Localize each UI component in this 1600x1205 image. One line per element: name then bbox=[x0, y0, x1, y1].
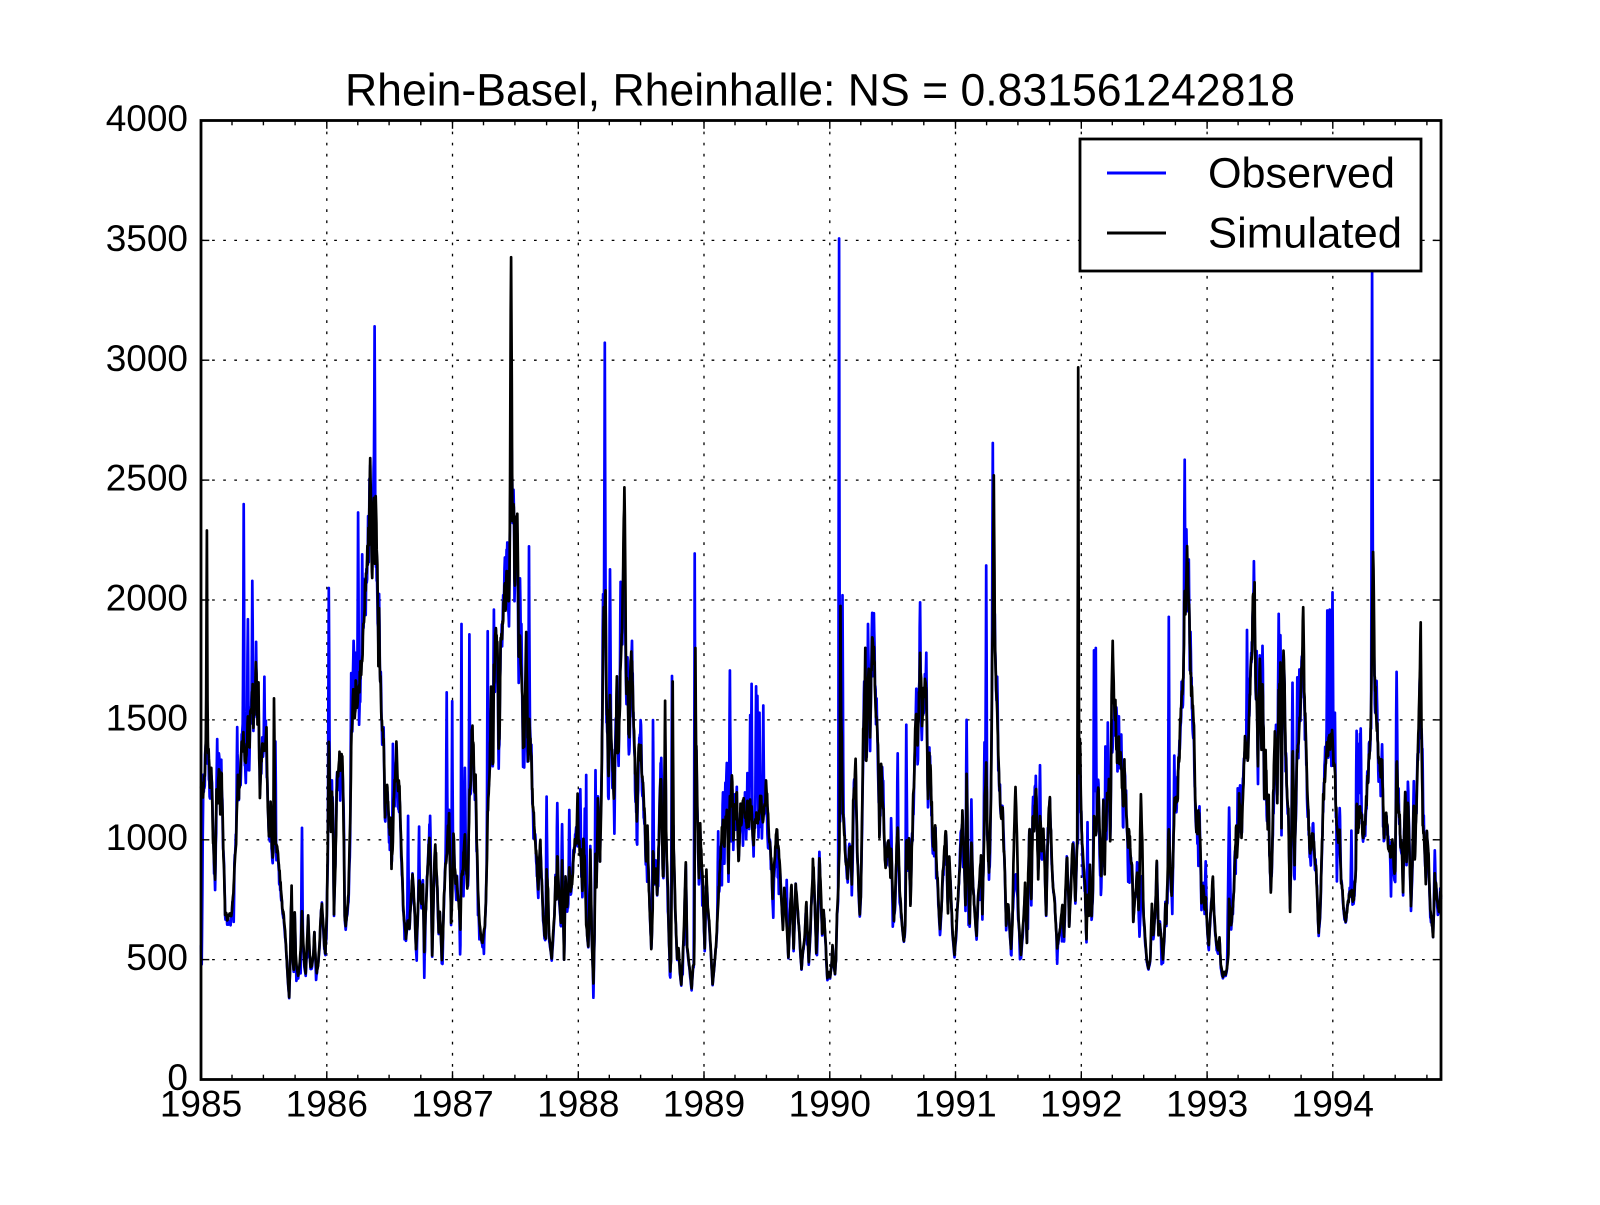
svg-text:Simulated: Simulated bbox=[1208, 210, 1402, 258]
svg-text:1988: 1988 bbox=[537, 1084, 619, 1125]
svg-text:1989: 1989 bbox=[663, 1084, 745, 1125]
svg-text:500: 500 bbox=[126, 937, 188, 978]
svg-text:1000: 1000 bbox=[106, 817, 188, 858]
svg-text:1500: 1500 bbox=[106, 697, 188, 738]
svg-text:2000: 2000 bbox=[106, 578, 188, 619]
svg-text:1991: 1991 bbox=[914, 1084, 996, 1125]
svg-text:3500: 3500 bbox=[106, 218, 188, 259]
svg-text:1992: 1992 bbox=[1040, 1084, 1122, 1125]
svg-text:2500: 2500 bbox=[106, 458, 188, 499]
svg-text:4000: 4000 bbox=[106, 98, 188, 139]
svg-text:1985: 1985 bbox=[160, 1084, 242, 1125]
svg-text:3000: 3000 bbox=[106, 338, 188, 379]
svg-text:1986: 1986 bbox=[286, 1084, 368, 1125]
svg-text:1987: 1987 bbox=[411, 1084, 493, 1125]
svg-text:1993: 1993 bbox=[1166, 1084, 1248, 1125]
svg-text:Observed: Observed bbox=[1208, 150, 1395, 198]
svg-text:1990: 1990 bbox=[789, 1084, 871, 1125]
svg-text:1994: 1994 bbox=[1292, 1084, 1374, 1125]
svg-text:Rhein-Basel, Rheinhalle: NS =: Rhein-Basel, Rheinhalle: NS = 0.83156124… bbox=[345, 65, 1295, 116]
svg-text:0: 0 bbox=[167, 1057, 188, 1098]
